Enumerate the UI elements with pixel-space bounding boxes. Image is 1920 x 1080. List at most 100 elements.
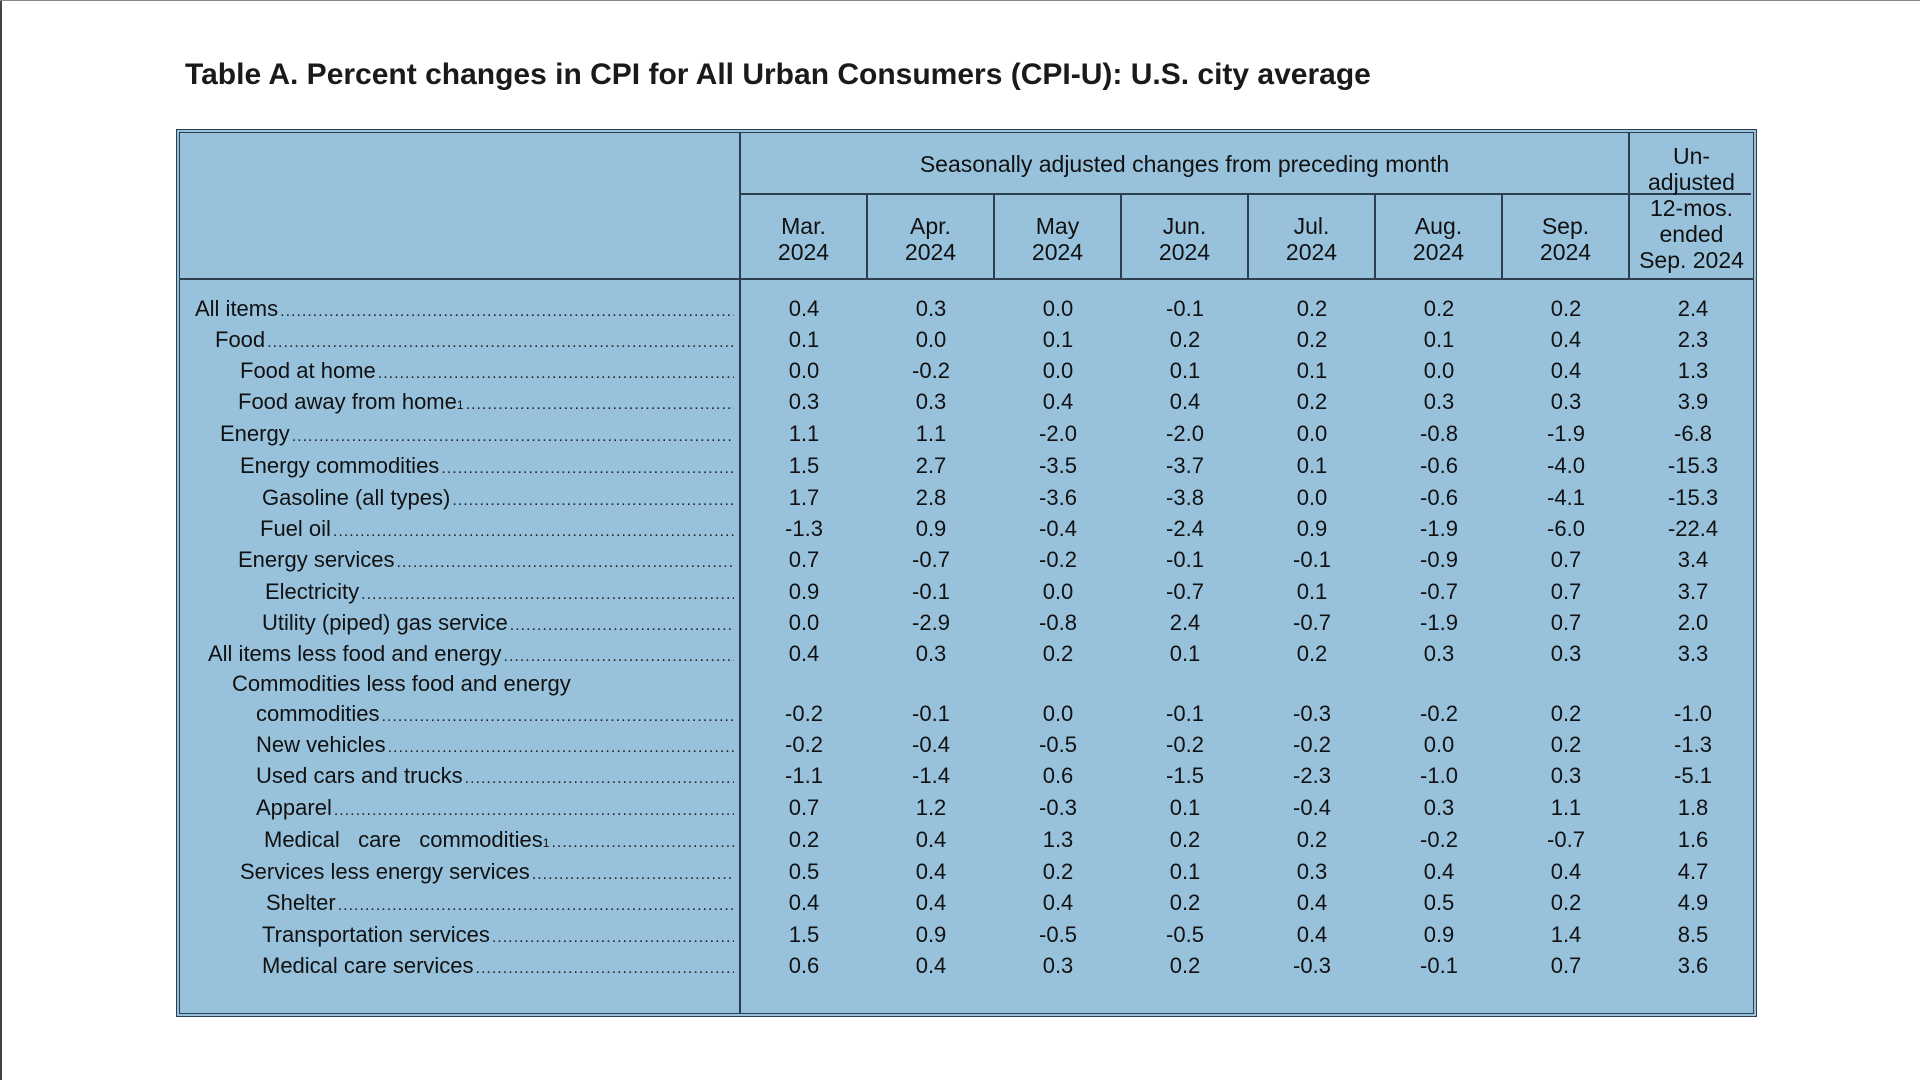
monthly-value-cell: -0.1 — [912, 579, 950, 604]
monthly-value-cell: -0.2 — [1293, 732, 1331, 757]
leader-dots: ........................................… — [531, 866, 734, 883]
row-label: Gasoline (all types)....................… — [180, 485, 734, 511]
monthly-value-cell: 0.3 — [1423, 641, 1455, 666]
month-header-year: 2024 — [1539, 239, 1592, 265]
monthly-value-cell: -0.2 — [1420, 827, 1458, 852]
monthly-value-cell: 0.4 — [915, 827, 947, 852]
monthly-value-cell: -0.1 — [1166, 296, 1204, 321]
unadjusted-value-cell: -15.3 — [1667, 453, 1719, 478]
monthly-value-cell: -2.3 — [1293, 763, 1331, 788]
month-header-month: Sep. — [1541, 213, 1590, 239]
row-label-text: Shelter — [266, 890, 336, 915]
leader-dots: ........................................… — [361, 586, 734, 603]
row-label: commodities.............................… — [180, 701, 734, 727]
leader-dots: ........................................… — [441, 460, 734, 477]
unadjusted-value-cell: 3.7 — [1677, 579, 1709, 604]
monthly-value-cell: 1.4 — [1550, 922, 1582, 947]
row-label-text: Fuel oil — [260, 516, 331, 541]
monthly-value-cell: 1.5 — [788, 453, 820, 478]
monthly-value-cell: -4.0 — [1547, 453, 1585, 478]
month-header: Sep. 2024 — [1503, 213, 1628, 265]
monthly-value-cell: 0.4 — [1550, 859, 1582, 884]
monthly-value-cell: 0.4 — [1296, 922, 1328, 947]
monthly-value-cell: 0.4 — [1296, 890, 1328, 915]
month-divider — [1120, 193, 1122, 280]
monthly-value-cell: 0.0 — [788, 358, 820, 383]
leader-dots: ........................................… — [332, 523, 734, 540]
month-header-month: Apr. — [910, 213, 951, 239]
row-label: Energy services.........................… — [180, 547, 734, 573]
monthly-value-cell: 0.2 — [1296, 296, 1328, 321]
monthly-value-cell: 0.4 — [788, 890, 820, 915]
unadjusted-value-cell: 3.6 — [1677, 953, 1709, 978]
monthly-value-cell: -0.6 — [1420, 485, 1458, 510]
monthly-value-cell: 0.4 — [1423, 859, 1455, 884]
monthly-value-cell: -0.2 — [1166, 732, 1204, 757]
monthly-value-cell: -0.1 — [912, 701, 950, 726]
month-header-year: 2024 — [1285, 239, 1338, 265]
monthly-value-cell: -0.7 — [1547, 827, 1585, 852]
monthly-value-cell: -0.5 — [1166, 922, 1204, 947]
row-label-text: All items less food and energy — [208, 641, 502, 666]
row-label: Apparel.................................… — [180, 795, 734, 821]
monthly-value-cell: 0.7 — [1550, 953, 1582, 978]
monthly-value-cell: 0.1 — [1296, 453, 1328, 478]
row-label: Medical care services...................… — [180, 953, 734, 979]
monthly-value-cell: 0.3 — [1550, 763, 1582, 788]
row-label: Medical care commodities 1...............… — [180, 827, 734, 853]
monthly-value-cell: -0.7 — [1166, 579, 1204, 604]
row-label-text: Electricity — [265, 579, 360, 604]
monthly-value-cell: 0.4 — [788, 296, 820, 321]
monthly-value-cell: -1.3 — [785, 516, 823, 541]
monthly-value-cell: -1.9 — [1420, 516, 1458, 541]
monthly-value-cell: 0.9 — [1296, 516, 1328, 541]
monthly-value-cell: 2.8 — [915, 485, 947, 510]
month-header: Jun. 2024 — [1122, 213, 1247, 265]
month-header: Apr. 2024 — [868, 213, 993, 265]
monthly-value-cell: 0.0 — [1042, 358, 1074, 383]
window-left-border — [0, 0, 2, 1080]
monthly-value-cell: -0.6 — [1420, 453, 1458, 478]
row-label-line1: Commodities less food and energy — [232, 671, 571, 696]
leader-dots: ........................................… — [337, 897, 734, 914]
row-label-text: Medical care commodities — [264, 827, 543, 852]
monthly-value-cell: -1.9 — [1547, 421, 1585, 446]
unadjusted-header: Un- adjusted 12-mos. ended Sep. 2024 — [1630, 143, 1753, 273]
monthly-value-cell: 0.5 — [1423, 890, 1455, 915]
unadjusted-header-line: ended — [1659, 221, 1724, 247]
unadjusted-value-cell: 2.0 — [1677, 610, 1709, 635]
leader-dots: ........................................… — [503, 648, 735, 665]
month-divider — [1247, 193, 1249, 280]
row-label-text: commodities — [256, 701, 380, 726]
unadjusted-value-cell: 3.9 — [1677, 389, 1709, 414]
month-header: May 2024 — [995, 213, 1120, 265]
leader-dots: ........................................… — [333, 802, 734, 819]
leader-dots: ........................................… — [381, 708, 734, 725]
row-label-text: All items — [195, 296, 279, 321]
monthly-value-cell: 0.3 — [1550, 641, 1582, 666]
monthly-value-cell: 1.1 — [788, 421, 820, 446]
monthly-value-cell: 0.7 — [1550, 610, 1582, 635]
monthly-value-cell: 0.2 — [1296, 389, 1328, 414]
row-label-text: Transportation services — [262, 922, 490, 947]
monthly-value-cell: 0.2 — [1550, 890, 1582, 915]
monthly-value-cell: 0.3 — [915, 389, 947, 414]
row-label-text: Services less energy services — [240, 859, 530, 884]
monthly-value-cell: 0.1 — [1169, 358, 1201, 383]
unadjusted-value-cell: -6.8 — [1674, 421, 1712, 446]
row-label: Food away from home 1....................… — [180, 389, 734, 415]
unadjusted-value-cell: 2.3 — [1677, 327, 1709, 352]
monthly-value-cell: 0.2 — [1296, 827, 1328, 852]
monthly-value-cell: -0.1 — [1166, 701, 1204, 726]
month-divider — [1501, 193, 1503, 280]
leader-dots: ........................................… — [464, 770, 734, 787]
month-header-year: 2024 — [1031, 239, 1084, 265]
monthly-value-cell: 0.5 — [788, 859, 820, 884]
unadjusted-column-divider — [1628, 133, 1630, 280]
monthly-value-cell: 0.2 — [1296, 641, 1328, 666]
monthly-value-cell: -0.4 — [1293, 795, 1331, 820]
monthly-value-cell: -1.9 — [1420, 610, 1458, 635]
monthly-value-cell: -3.5 — [1039, 453, 1077, 478]
monthly-value-cell: 0.0 — [1042, 296, 1074, 321]
monthly-value-cell: 0.0 — [1042, 701, 1074, 726]
